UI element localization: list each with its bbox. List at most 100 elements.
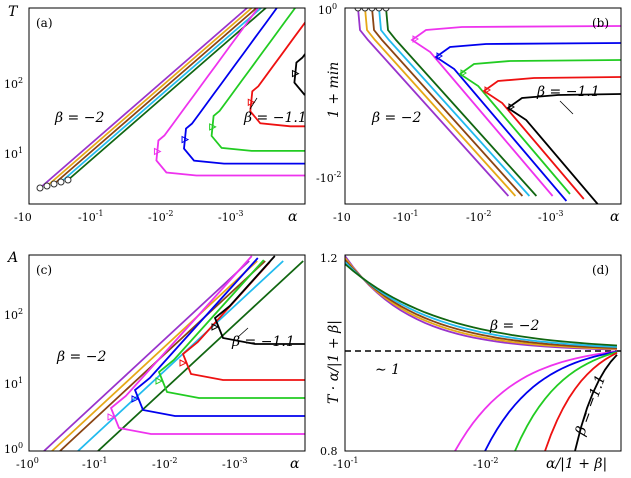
panel-d-ylabel: T · α/|1 + β| <box>326 320 342 404</box>
panel-d-line-magenta <box>454 350 618 451</box>
panel-c-ytick-10: 101 <box>4 376 23 391</box>
panel-b-beta-pointer <box>559 100 574 115</box>
panel-a-ylabel: T <box>8 4 19 20</box>
panel-a-endpoint-brown <box>50 180 58 188</box>
panel-a-arrow-blue <box>181 135 190 144</box>
panel-b-plot-area <box>354 8 621 204</box>
panel-d-line-green <box>514 351 618 451</box>
panel-c-arrow-green <box>155 377 164 385</box>
panel-a-arrow-black <box>291 69 300 78</box>
panel-a-line-purple <box>39 8 249 189</box>
panel-a-xtick-m001: -10-3 <box>218 209 244 224</box>
panel-a-line-darkgreen <box>67 8 268 181</box>
panel-c-frame <box>28 254 306 452</box>
panel-c-arrow-magenta <box>107 413 116 421</box>
panel-d-line-cyan <box>345 261 618 348</box>
panel-b-frame <box>344 7 622 205</box>
panel-d-sim1: ∼ 1 <box>375 362 400 378</box>
panel-c-xtick-m1: -10-1 <box>82 456 108 471</box>
panel-a-xtick-m10: -10 <box>14 211 32 224</box>
panel-c-xtick-m01: -10-2 <box>152 456 178 471</box>
panel-b-endpoint-orange <box>361 8 369 12</box>
panel-a-line-green <box>210 8 305 152</box>
panel-b-arrow-green <box>460 69 467 77</box>
panel-b: (b) 1 + min α β = −2 β = −1.1 100 -10-2 … <box>316 2 622 225</box>
panel-a-line-orange <box>46 8 253 187</box>
panel-b-xtick-m001: -10-3 <box>538 209 564 224</box>
panel-a-arrow-magenta <box>153 147 162 156</box>
panel-a-label: (a) <box>36 16 53 30</box>
panel-d-beta-m2: β = −2 <box>489 318 539 334</box>
panel-a-xtick-m01: -10-2 <box>148 209 174 224</box>
panel-b-ytick-1: 100 <box>318 2 337 17</box>
panel-c-arrow-black <box>211 323 220 331</box>
panel-a-xtick-m1: -10-1 <box>78 209 104 224</box>
panel-d-line-purple <box>345 255 618 351</box>
panel-a-line-cyan <box>60 8 263 183</box>
panel-b-xtick-m01: -10-2 <box>466 209 492 224</box>
panel-a-line-black <box>293 52 305 99</box>
panel-a-beta-m11: β = −1.1 <box>243 110 307 126</box>
panel-b-endpoint-purple <box>354 8 362 12</box>
panel-d-line-brown <box>345 259 618 349</box>
panel-b-line-purple <box>357 8 510 197</box>
panel-d-xlabel: α/|1 + β| <box>546 456 607 472</box>
panel-c-ytick-1: 100 <box>4 441 23 456</box>
panel-a-plot-area <box>36 8 305 192</box>
panel-d-line-black <box>574 354 618 451</box>
panel-c-xtick-m10: -100 <box>16 456 39 471</box>
panel-c-beta-m2: β = −2 <box>56 349 106 365</box>
panel-b-endpoint-cyan <box>375 8 383 12</box>
panel-a-endpoint-purple <box>36 184 44 192</box>
panel-b-series-group <box>354 8 621 204</box>
panel-c-line-orange <box>51 260 258 451</box>
panel-b-line-blue <box>434 42 621 202</box>
panel-c-line-purple <box>43 260 250 451</box>
panel-b-xtick-m10: -10 <box>333 211 351 224</box>
panel-d-ytick-08: 0.8 <box>320 445 338 458</box>
panel-b-xtick-m1: -10-1 <box>393 209 419 224</box>
panel-b-ylabel: 1 + min <box>326 62 342 118</box>
panel-b-line-black <box>506 93 621 204</box>
panel-b-endpoint-brown <box>368 8 376 12</box>
panel-d-line-blue <box>484 350 618 451</box>
panel-d-line-darkgreen <box>345 263 618 347</box>
panel-a-series-group <box>36 8 305 192</box>
panel-c-line-darkgreen <box>97 260 304 451</box>
panel-d-line-orange <box>345 257 618 350</box>
panel-b-beta-m2: β = −2 <box>371 110 421 126</box>
panel-d-beta-m11: β = −1.1 <box>572 373 609 438</box>
panel-c-arrow-blue <box>131 395 140 403</box>
panel-a-line-red <box>249 21 305 128</box>
panel-a-line-brown <box>53 8 258 185</box>
panel-b-line-magenta <box>410 25 621 197</box>
panel-a-arrow-green <box>209 123 217 131</box>
panel-c-ylabel: A <box>6 250 18 266</box>
panel-a-frame <box>28 7 306 205</box>
panel-b-line-cyan <box>378 8 531 197</box>
panel-c-arrow-red <box>179 359 188 367</box>
panel-c: (c) A α β = −2 β = −1.1 102 101 100 -100… <box>4 250 306 472</box>
panel-a-line-blue <box>183 8 305 165</box>
panel-c-line-blue <box>133 257 305 417</box>
panel-b-ytick-001: -10-2 <box>316 170 342 185</box>
panel-d-ytick-12: 1.2 <box>320 252 338 265</box>
panel-a-endpoint-darkgreen <box>64 176 72 184</box>
panel-a-line-magenta <box>155 8 305 177</box>
panel-b-line-orange <box>364 8 517 197</box>
panel-d: (d) T · α/|1 + β| α/|1 + β| β = −2 ∼ 1 β… <box>320 252 622 472</box>
panel-b-line-brown <box>371 8 524 197</box>
panel-c-line-magenta <box>109 255 305 435</box>
panel-b-arrow-blue <box>436 52 443 60</box>
panel-a-ytick-100: 102 <box>4 76 23 91</box>
panel-d-plot-area <box>345 255 621 451</box>
panel-a-beta-pointer <box>249 97 258 110</box>
panel-c-line-black <box>213 255 305 345</box>
panel-c-line-cyan <box>77 260 284 451</box>
panel-b-label: (b) <box>592 16 609 30</box>
panel-b-line-darkgreen <box>385 8 538 197</box>
panel-a-xlabel: α <box>288 209 298 225</box>
panel-a-arrow-red <box>247 98 256 107</box>
panel-d-xtick-m01: -10-1 <box>333 456 359 471</box>
panel-b-line-green <box>458 59 621 195</box>
